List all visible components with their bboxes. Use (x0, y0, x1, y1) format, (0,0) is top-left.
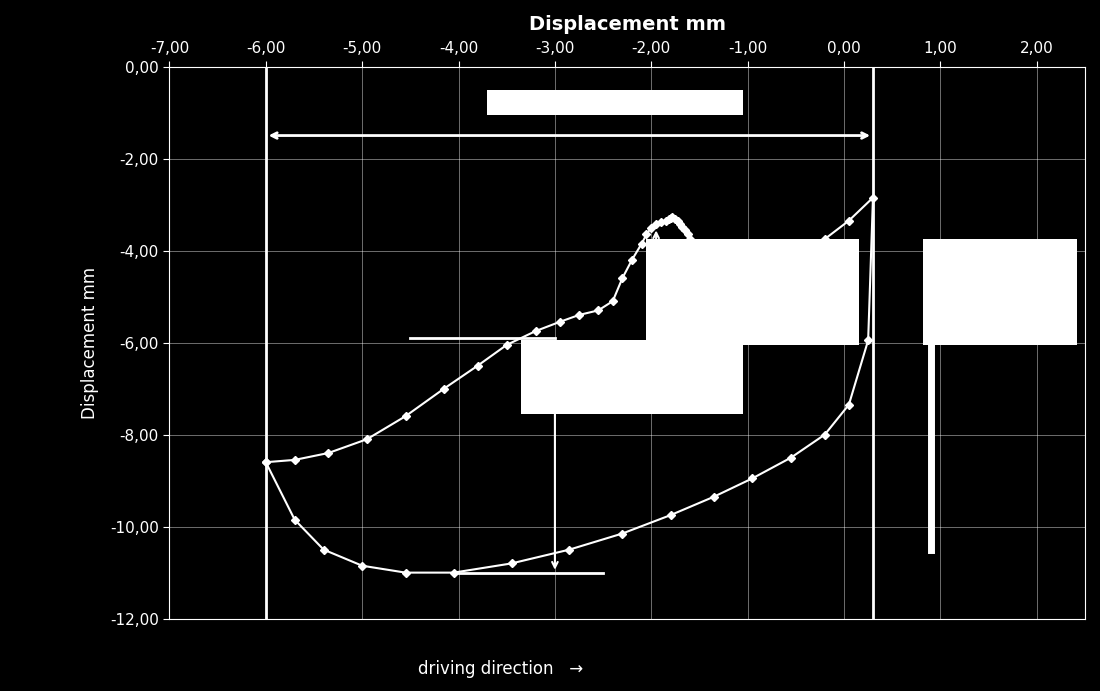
Bar (647, 239, 858, 345)
Bar (487, 90, 742, 115)
Bar (923, 239, 1077, 345)
Text: driving direction   →: driving direction → (418, 660, 583, 678)
Bar (521, 340, 742, 414)
Y-axis label: Displacement mm: Displacement mm (81, 267, 99, 419)
X-axis label: Displacement mm: Displacement mm (529, 15, 726, 34)
